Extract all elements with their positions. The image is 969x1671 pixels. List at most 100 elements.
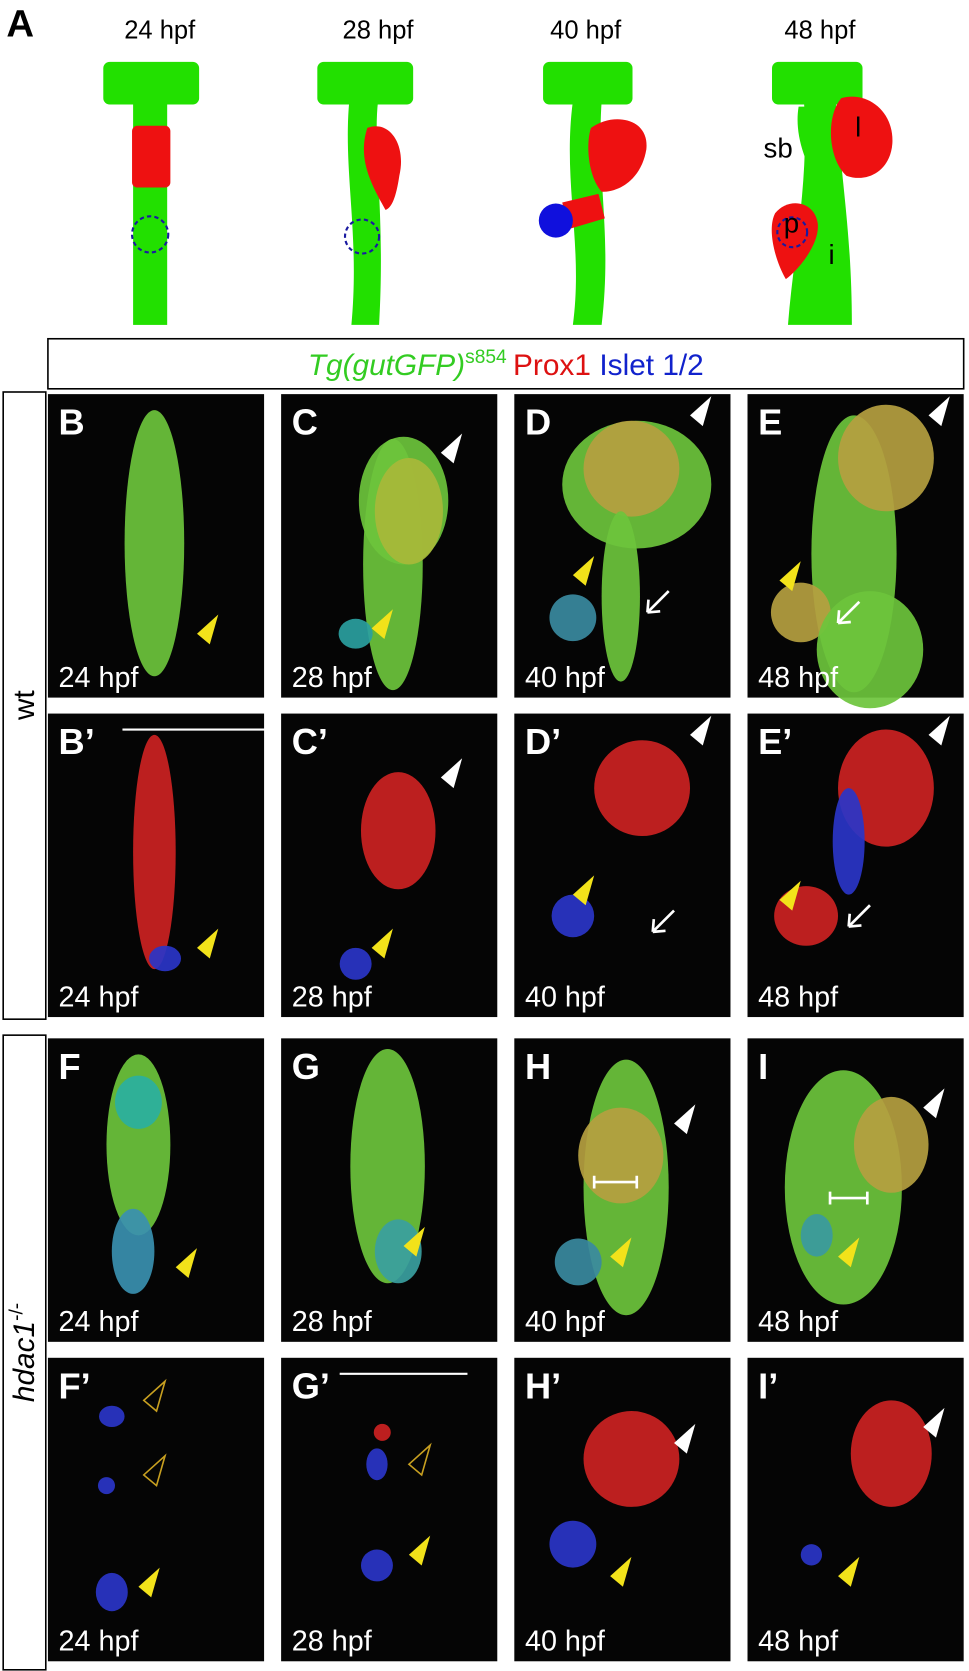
arrowhead: [610, 1556, 632, 1587]
stage-label: 24 hpf: [124, 16, 196, 44]
arrowhead: [928, 396, 950, 427]
genotype-label: hdac1-/-: [6, 1303, 41, 1402]
arrowhead: [196, 928, 219, 959]
width-bar: [828, 1191, 869, 1205]
tissue: [549, 594, 597, 642]
micrograph: I 48 hpf: [747, 1038, 964, 1342]
micrograph: D’ 40 hpf: [514, 713, 731, 1018]
liver-shape: [830, 96, 893, 178]
time-label: 24 hpf: [59, 981, 140, 1013]
panel-letter: F’: [59, 1365, 91, 1406]
genotype-sup: -/-: [6, 1303, 27, 1321]
arrowhead: [838, 1237, 860, 1268]
legend: Tg(gutGFP)s854 Prox1 Islet 1/2: [308, 347, 704, 382]
tissue: [594, 740, 691, 837]
arrowhead: [440, 433, 463, 464]
arrowhead: [440, 758, 463, 789]
micrograph: B 24 hpf: [47, 394, 265, 698]
tissue: [373, 1423, 391, 1441]
pancreas-shape: [562, 193, 605, 230]
arrowhead: [923, 1088, 945, 1119]
micrograph: H 40 hpf: [514, 1038, 731, 1342]
panel-letter: H: [525, 1046, 551, 1087]
panel-letter: G’: [292, 1365, 330, 1406]
micrograph: E 48 hpf: [747, 394, 964, 709]
legend-prox: Prox1: [513, 349, 591, 382]
tissue: [111, 1208, 155, 1294]
arrowhead: [408, 1535, 431, 1566]
micrograph: B’ 24 hpf: [47, 713, 357, 1018]
tissue: [816, 591, 924, 709]
micrograph-grid: B 24 hpf C 28 hpf D 40 hpf E 48 hpf B’ 24 hpf C’ 28…: [47, 394, 964, 1662]
time-label: 28 hpf: [292, 662, 373, 694]
time-label: 48 hpf: [758, 662, 839, 694]
micrograph: D 40 hpf: [514, 394, 731, 698]
open-arrowhead: [142, 1378, 167, 1413]
genotype-label: wt: [8, 689, 41, 721]
time-label: 24 hpf: [59, 662, 140, 694]
gut-shape: [317, 61, 414, 105]
organ-label: sb: [763, 133, 792, 164]
tissue: [800, 1544, 823, 1566]
tissue: [115, 1075, 162, 1129]
time-label: 28 hpf: [292, 1626, 373, 1658]
panel-letter: C: [292, 402, 318, 443]
tissue: [554, 1238, 602, 1286]
open-arrowhead: [142, 1453, 167, 1487]
organ-label: l: [855, 111, 861, 142]
panel-letter: F: [59, 1046, 81, 1087]
tissue: [583, 420, 680, 517]
arrowhead: [928, 715, 950, 746]
micrograph-background: [281, 1357, 498, 1662]
tissue: [374, 458, 443, 565]
time-label: 48 hpf: [758, 1626, 839, 1658]
liver-shape: [588, 119, 647, 192]
arrowhead: [838, 1556, 860, 1587]
tissue: [774, 886, 839, 946]
open-arrowhead: [407, 1442, 432, 1477]
legend-gfp-sup: s854: [465, 347, 507, 368]
pancreas-outline: [130, 215, 170, 254]
micrograph: C 28 hpf: [281, 394, 498, 698]
islet-outline: [776, 216, 809, 249]
tissue: [770, 582, 831, 643]
pancreas-outline: [343, 218, 381, 255]
micrograph-background: [747, 1357, 964, 1662]
stage-label: 48 hpf: [784, 16, 856, 44]
liver-shape: [363, 126, 402, 210]
panel-letter: I’: [758, 1365, 778, 1406]
time-label: 24 hpf: [59, 1626, 140, 1658]
stage-label: 40 hpf: [550, 16, 622, 44]
arrowhead: [690, 715, 712, 746]
tissue: [149, 945, 182, 972]
tissue: [832, 788, 865, 895]
arrow: [651, 909, 675, 934]
tissue: [549, 1520, 597, 1568]
time-label: 40 hpf: [525, 662, 606, 694]
tissue: [850, 1400, 932, 1507]
arrowhead: [403, 1226, 425, 1257]
tissue: [800, 1214, 833, 1257]
arrow: [646, 590, 670, 614]
time-label: 24 hpf: [59, 1306, 140, 1338]
tissue: [551, 894, 595, 938]
panel-letter: B: [59, 402, 85, 443]
gut-shape: [772, 61, 863, 105]
panel-letter: C’: [292, 721, 328, 762]
arrowhead: [779, 880, 801, 911]
micrograph: I’ 48 hpf: [747, 1357, 964, 1662]
genotype-box: [2, 391, 47, 1020]
arrowhead: [923, 1407, 945, 1438]
tissue: [338, 618, 373, 649]
time-label: 40 hpf: [525, 1626, 606, 1658]
legend-islet: Islet 1/2: [599, 349, 703, 382]
arrowhead: [175, 1248, 197, 1278]
arrowhead: [138, 1567, 160, 1598]
time-label: 40 hpf: [525, 981, 606, 1013]
width-bar: [592, 1175, 639, 1189]
legend-gfp: Tg(gutGFP): [308, 349, 465, 382]
micrograph: E’ 48 hpf: [747, 713, 964, 1018]
tissue: [124, 410, 185, 677]
tissue: [578, 1107, 664, 1204]
genotype-box: [2, 1034, 47, 1671]
